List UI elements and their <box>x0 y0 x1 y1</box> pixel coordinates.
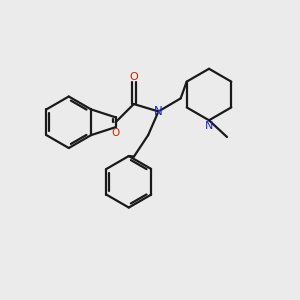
Text: O: O <box>129 72 138 82</box>
Text: N: N <box>154 105 163 118</box>
Text: N: N <box>205 121 213 131</box>
Text: O: O <box>111 128 120 138</box>
